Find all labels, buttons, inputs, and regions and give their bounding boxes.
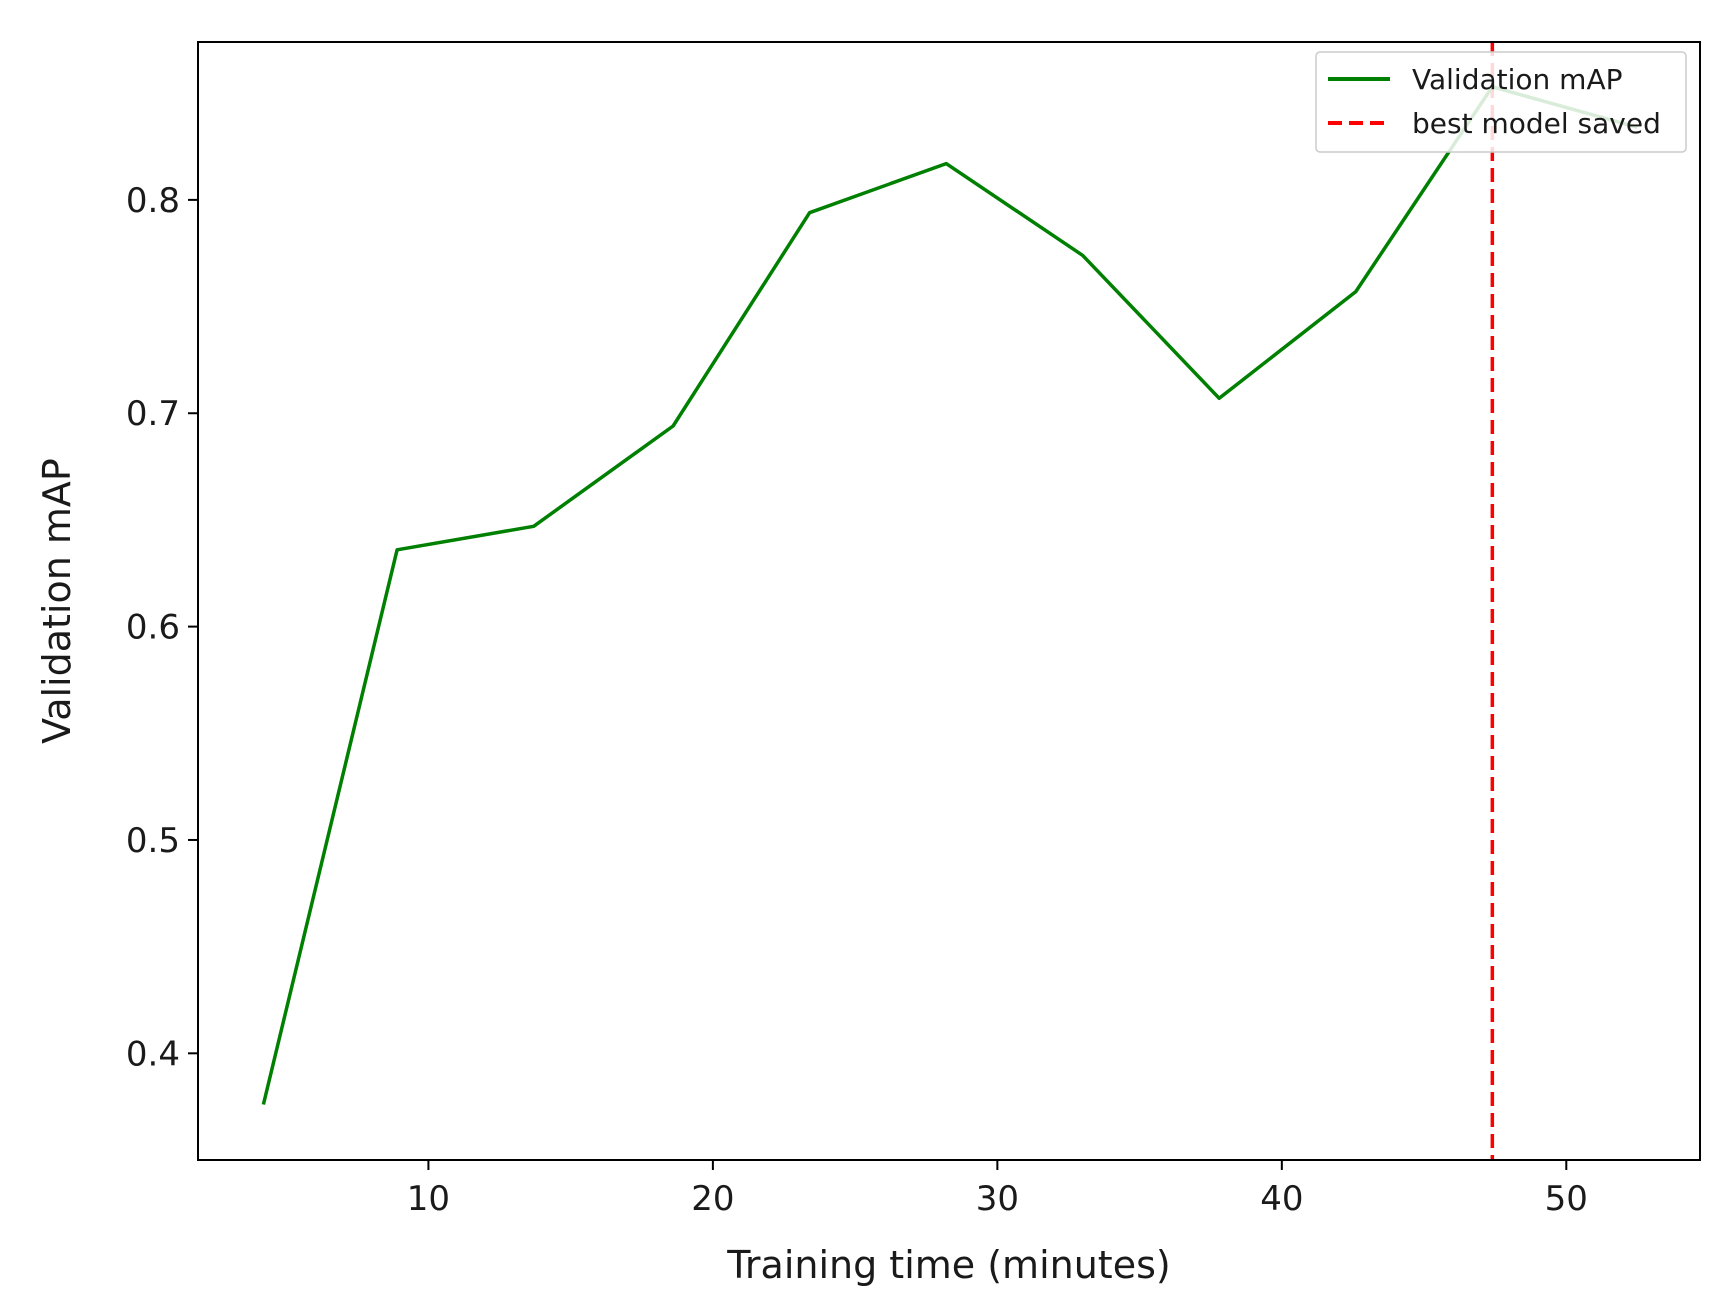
y-tick-label: 0.5 — [126, 821, 180, 861]
x-axis: 10 20 30 40 50 — [407, 1160, 1588, 1219]
y-axis-label: Validation mAP — [35, 458, 79, 744]
x-tick-label: 10 — [407, 1179, 450, 1219]
legend-box — [1315, 51, 1687, 153]
series-line-validation-map — [261, 85, 1638, 1105]
plot-area — [261, 42, 1638, 1160]
y-tick-label: 0.4 — [126, 1034, 180, 1074]
legend-label-validation-map: Validation mAP — [1412, 63, 1622, 96]
x-axis-label: Training time (minutes) — [726, 1243, 1170, 1287]
legend-label-best-model-saved: best model saved — [1412, 107, 1661, 140]
y-axis: 0.4 0.5 0.6 0.7 0.8 — [126, 181, 198, 1074]
y-tick-label: 0.7 — [126, 394, 180, 434]
x-tick-label: 40 — [1260, 1179, 1303, 1219]
x-tick-label: 50 — [1545, 1179, 1588, 1219]
legend: Validation mAP best model saved — [1315, 51, 1687, 153]
x-tick-label: 30 — [976, 1179, 1019, 1219]
y-tick-label: 0.6 — [126, 608, 180, 648]
y-tick-label: 0.8 — [126, 181, 180, 221]
axes-frame — [197, 41, 1701, 1161]
x-tick-label: 20 — [691, 1179, 734, 1219]
